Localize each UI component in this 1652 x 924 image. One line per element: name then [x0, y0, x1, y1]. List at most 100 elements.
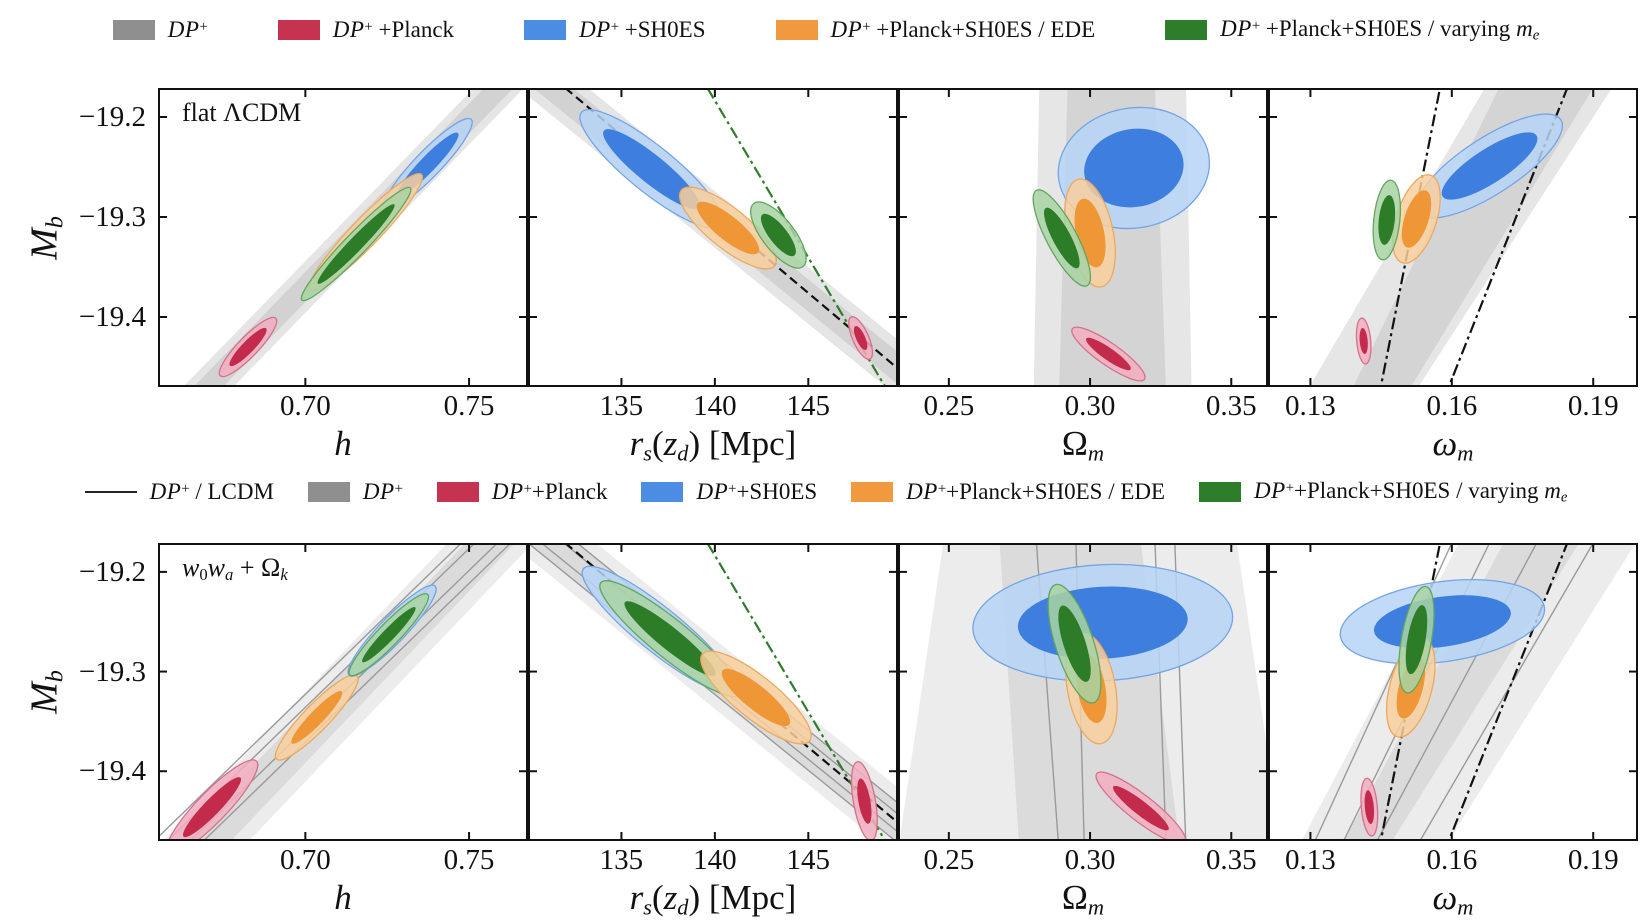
text-part: DP [830, 17, 863, 43]
text-part: m [1457, 894, 1474, 920]
text-part: Ω [1061, 878, 1088, 917]
text-part: + [610, 19, 620, 36]
text-part: +Planck+SH0ES / varying [1294, 478, 1545, 503]
contour-red [1355, 317, 1372, 365]
legend-color-swatch [112, 20, 155, 41]
text-part: flat ΛCDM [182, 98, 302, 127]
legend-label: DP+ [363, 479, 403, 505]
legend-label: DP++Planck+SH0ES / varying me [1254, 478, 1567, 507]
text-part: h [334, 424, 352, 463]
text-part: r [629, 424, 644, 463]
panel-canvas [158, 543, 528, 841]
panel-canvas [898, 88, 1268, 387]
text-part: +SH0ES [619, 17, 706, 43]
legend-color-swatch [1165, 20, 1208, 41]
legend-label: DP+ +Planck+SH0ES / varying me [1220, 16, 1539, 45]
text-part: + [364, 19, 373, 36]
x-tick-label: 145 [786, 844, 831, 876]
contour-red [1095, 771, 1187, 841]
text-part: m [1087, 440, 1105, 466]
text-part: ( [651, 878, 664, 917]
panel-canvas [528, 88, 898, 387]
contour-green [1032, 189, 1092, 287]
legend-item: DP++Planck [436, 479, 608, 505]
text-part: + [1285, 479, 1295, 496]
panel-canvas [528, 543, 898, 841]
contour-green [1398, 585, 1435, 694]
text-part: e [1560, 489, 1568, 506]
legend-item: DP+ +SH0ES [524, 17, 706, 43]
lcdm-contour-line [158, 543, 463, 839]
x-tick-label: 0.35 [1205, 844, 1257, 876]
text-part: + [394, 481, 403, 498]
text-part: DP [579, 17, 611, 43]
panel-w0wa-omegak-h [158, 543, 528, 841]
row-annotation: w0wa + Ωk [182, 553, 288, 585]
text-part: d [677, 894, 689, 920]
contour-red [850, 761, 878, 841]
legend-label: DP+ +Planck [333, 17, 454, 43]
panel-flat-lcdm-omega-m [898, 88, 1268, 387]
contour-orange [679, 186, 777, 270]
x-tick-label: 0.75 [443, 844, 495, 876]
legend-item: DP+ +Planck+SH0ES / varying me [1165, 16, 1539, 45]
x-tick-label: 0.70 [279, 390, 331, 422]
y-tick-label: −19.4 [78, 755, 146, 788]
contour-green [750, 201, 807, 269]
legend-label: DP+ +Planck+SH0ES / EDE [831, 17, 1096, 43]
legend-item: DP+ +Planck+SH0ES / EDE [775, 17, 1096, 43]
legend-item: DP+ / LCDM [84, 479, 274, 505]
x-tick-label: 0.30 [1064, 844, 1116, 876]
text-part: ω [1432, 878, 1458, 917]
text-part: ) [Mpc] [688, 878, 797, 917]
x-tick-label: 0.30 [1064, 390, 1116, 422]
x-tick-label: 0.75 [443, 390, 495, 422]
x-axis-label: rs(zd) [Mpc] [528, 424, 898, 466]
text-part: DP [906, 479, 938, 505]
legend-item: DP+ [307, 479, 403, 505]
legend-item: DP++SH0ES [641, 479, 817, 505]
x-tick-label: 0.25 [923, 390, 975, 422]
contour-orange [700, 650, 812, 745]
contour-green [348, 593, 430, 677]
legend-label: DP++SH0ES [696, 479, 817, 505]
text-part: +SH0ES [736, 479, 818, 505]
text-part: DP [696, 479, 729, 505]
text-part: ω [1432, 424, 1458, 463]
lcdm-contour-line [1419, 543, 1594, 841]
text-part: +Planck+SH0ES / varying [1260, 16, 1517, 41]
x-tick-label: 140 [693, 844, 737, 876]
text-part: +Planck [372, 17, 455, 43]
x-tick-label: 0.13 [1285, 390, 1336, 422]
y-tick-label: −19.2 [78, 555, 146, 588]
legend-label: DP+ / LCDM [150, 479, 274, 505]
legend-item: DP+ [112, 17, 208, 43]
panel-canvas [1268, 543, 1638, 841]
text-part: k [280, 564, 288, 584]
dashdot-degeneracy-line [1447, 543, 1569, 841]
text-part: m [1544, 478, 1561, 503]
text-part: Ω [1061, 424, 1088, 463]
contour-red [165, 759, 259, 841]
legend-color-swatch [775, 20, 818, 41]
legend-line-swatch [84, 491, 137, 494]
legend-item: DP+ +Planck [277, 17, 454, 43]
x-axis-label: Ωm [898, 424, 1268, 466]
contour-green [1372, 179, 1402, 261]
contour-green [1047, 583, 1102, 704]
panel-canvas [158, 88, 528, 387]
text-part: z [663, 878, 678, 917]
legend-label: DP++Planck [492, 479, 608, 505]
text-part: DP [1254, 478, 1286, 503]
legend-color-swatch [307, 482, 350, 503]
text-part: z [663, 424, 678, 463]
panel-canvas [898, 543, 1268, 841]
text-part: + Ω [233, 553, 281, 582]
text-part: +Planck+SH0ES / EDE [870, 17, 1096, 43]
text-part: + [181, 481, 190, 498]
contour-red [848, 316, 874, 360]
text-part: e [1532, 27, 1540, 44]
text-part: DP [149, 479, 182, 505]
dashdot-degeneracy-line [1379, 88, 1442, 387]
